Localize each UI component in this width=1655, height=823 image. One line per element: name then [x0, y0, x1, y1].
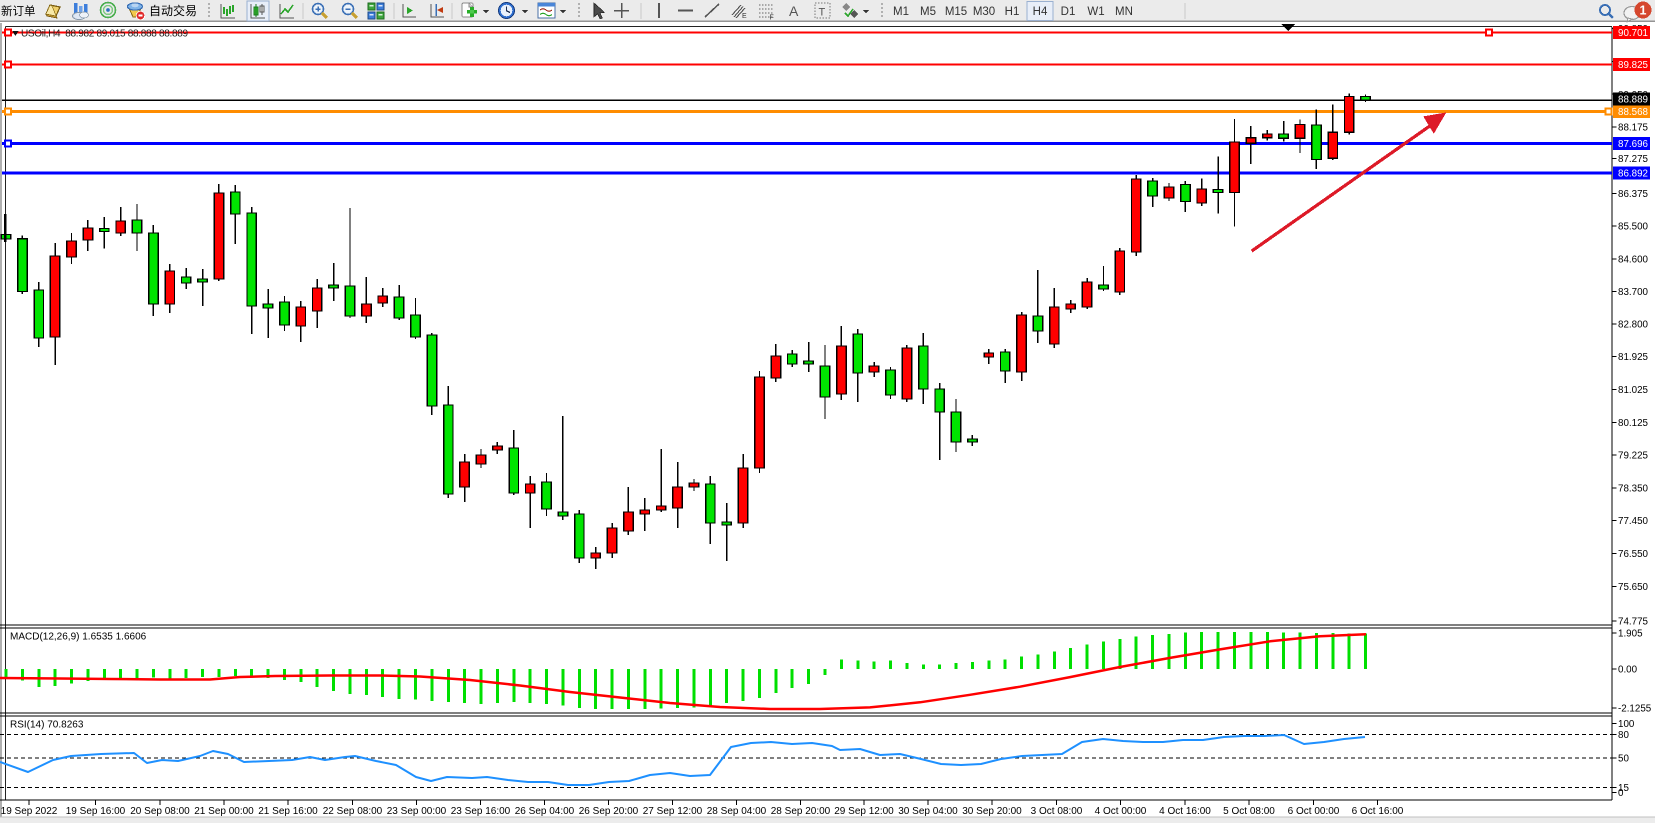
svg-text:28 Sep 20:00: 28 Sep 20:00 [771, 806, 831, 817]
svg-text:87.275: 87.275 [1618, 154, 1649, 165]
svg-text:6 Oct 00:00: 6 Oct 00:00 [1288, 806, 1340, 817]
svg-text:80.125: 80.125 [1618, 418, 1649, 429]
svg-text:自动交易: 自动交易 [149, 3, 197, 18]
svg-text:28 Sep 04:00: 28 Sep 04:00 [707, 806, 767, 817]
svg-text:78.350: 78.350 [1618, 484, 1649, 495]
svg-text:26 Sep 04:00: 26 Sep 04:00 [515, 806, 575, 817]
svg-text:D1: D1 [1061, 6, 1076, 18]
svg-text:86.375: 86.375 [1618, 189, 1649, 200]
svg-text:RSI(14) 70.8263: RSI(14) 70.8263 [10, 720, 84, 731]
svg-text:MN: MN [1115, 6, 1133, 18]
svg-text:88.175: 88.175 [1618, 123, 1649, 134]
svg-text:50: 50 [1618, 754, 1629, 765]
svg-text:76.550: 76.550 [1618, 549, 1649, 560]
svg-text:23 Sep 16:00: 23 Sep 16:00 [451, 806, 511, 817]
svg-text:77.450: 77.450 [1618, 516, 1649, 527]
svg-text:84.600: 84.600 [1618, 255, 1649, 266]
svg-text:90.701: 90.701 [1618, 28, 1648, 39]
svg-text:15: 15 [1618, 783, 1629, 794]
svg-text:79.225: 79.225 [1618, 451, 1649, 462]
svg-text:89.825: 89.825 [1618, 60, 1649, 71]
svg-text:100: 100 [1618, 719, 1635, 730]
svg-text:F: F [770, 15, 774, 22]
svg-text:H1: H1 [1005, 6, 1020, 18]
svg-text:74.775: 74.775 [1618, 617, 1649, 628]
svg-text:20 Sep 08:00: 20 Sep 08:00 [130, 806, 190, 817]
svg-text:0.00: 0.00 [1618, 665, 1638, 676]
svg-text:75.650: 75.650 [1618, 582, 1649, 593]
svg-text:MACD(12,26,9) 1.6535 1.6606: MACD(12,26,9) 1.6535 1.6606 [10, 632, 147, 643]
svg-text:5 Oct 08:00: 5 Oct 08:00 [1223, 806, 1275, 817]
svg-text:81.925: 81.925 [1618, 352, 1649, 363]
svg-text:T: T [819, 7, 826, 19]
svg-text:29 Sep 12:00: 29 Sep 12:00 [834, 806, 894, 817]
svg-text:W1: W1 [1087, 6, 1104, 18]
svg-text:26 Sep 20:00: 26 Sep 20:00 [579, 806, 639, 817]
svg-text:88.889: 88.889 [1618, 95, 1648, 106]
svg-text:82.800: 82.800 [1618, 320, 1649, 331]
svg-text:1.905: 1.905 [1618, 629, 1643, 640]
svg-text:A: A [789, 3, 799, 19]
svg-text:4 Oct 16:00: 4 Oct 16:00 [1159, 806, 1211, 817]
svg-text:27 Sep 12:00: 27 Sep 12:00 [643, 806, 703, 817]
svg-text:85.500: 85.500 [1618, 222, 1649, 233]
svg-text:M1: M1 [893, 6, 909, 18]
svg-text:0: 0 [1618, 788, 1624, 799]
svg-text:1: 1 [1640, 4, 1647, 18]
svg-text:M5: M5 [920, 6, 936, 18]
svg-text:83.700: 83.700 [1618, 287, 1649, 298]
svg-text:19 Sep 2022: 19 Sep 2022 [1, 806, 58, 817]
svg-text:80: 80 [1618, 730, 1629, 741]
svg-text:新订单: 新订单 [1, 4, 36, 18]
svg-text:88.568: 88.568 [1618, 107, 1649, 118]
svg-text:M15: M15 [945, 6, 967, 18]
svg-text:30 Sep 04:00: 30 Sep 04:00 [898, 806, 958, 817]
svg-text:M30: M30 [973, 6, 995, 18]
svg-text:-2.1255: -2.1255 [1618, 704, 1652, 715]
svg-text:6 Oct 16:00: 6 Oct 16:00 [1352, 806, 1404, 817]
svg-text:H4: H4 [1033, 6, 1048, 18]
svg-text:19 Sep 16:00: 19 Sep 16:00 [66, 806, 126, 817]
svg-text:USOil,H4 88.982 89.015 88.888: USOil,H4 88.982 89.015 88.888 88.889 [21, 29, 189, 40]
svg-text:4 Oct 00:00: 4 Oct 00:00 [1095, 806, 1147, 817]
svg-text:E: E [742, 13, 747, 20]
svg-text:86.892: 86.892 [1618, 169, 1648, 180]
svg-text:81.025: 81.025 [1618, 385, 1649, 396]
svg-text:30 Sep 20:00: 30 Sep 20:00 [962, 806, 1022, 817]
svg-text:87.696: 87.696 [1618, 139, 1649, 150]
svg-text:21 Sep 16:00: 21 Sep 16:00 [258, 806, 318, 817]
svg-text:3 Oct 08:00: 3 Oct 08:00 [1031, 806, 1083, 817]
svg-text:23 Sep 00:00: 23 Sep 00:00 [387, 806, 447, 817]
svg-text:21 Sep 00:00: 21 Sep 00:00 [194, 806, 254, 817]
svg-text:22 Sep 08:00: 22 Sep 08:00 [323, 806, 383, 817]
